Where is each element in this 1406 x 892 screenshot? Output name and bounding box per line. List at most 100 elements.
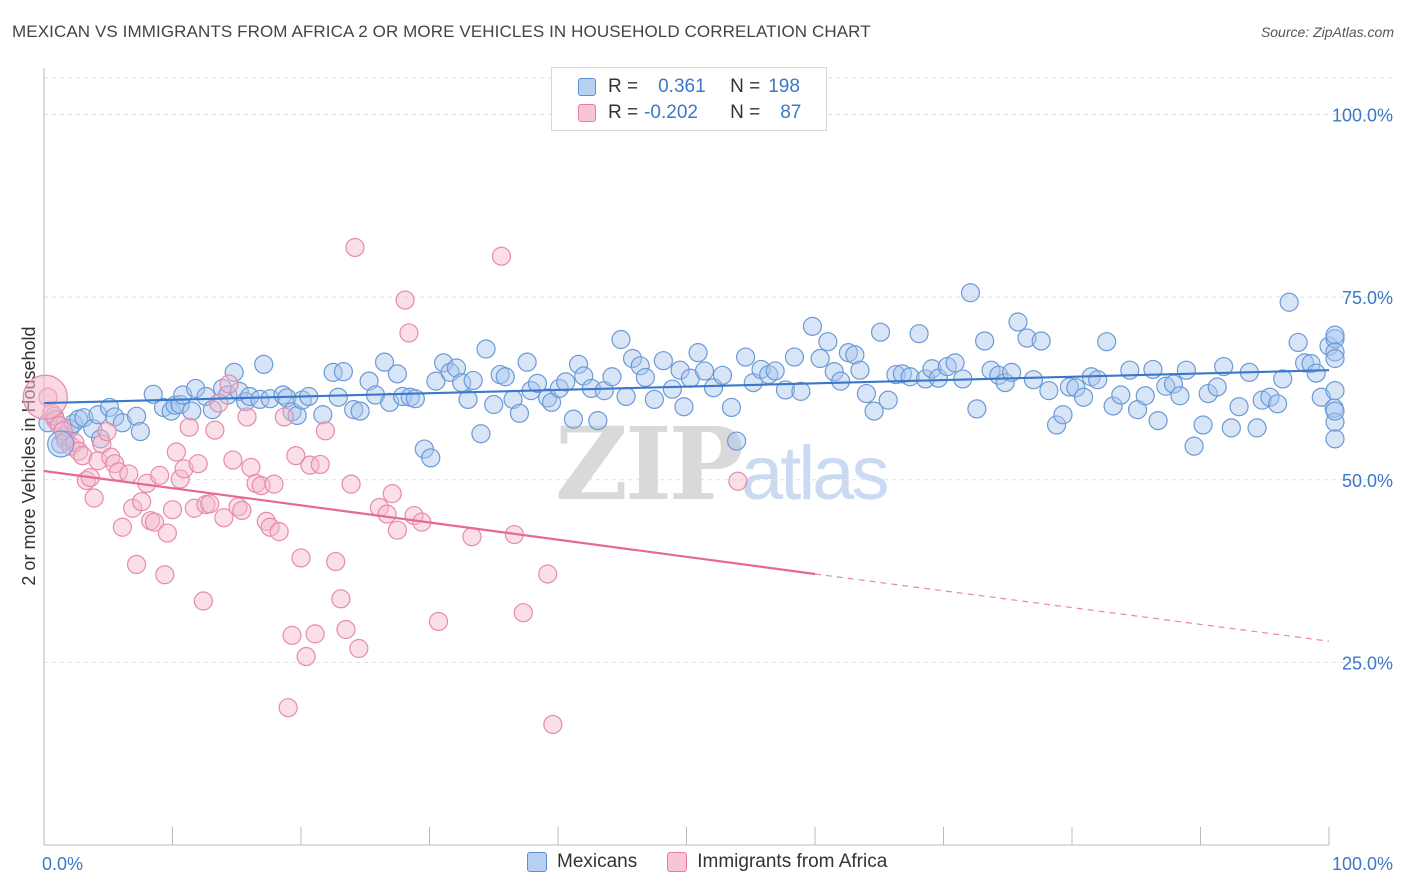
point-africa xyxy=(305,624,325,644)
legend-swatch-blue xyxy=(578,78,596,96)
watermark-atlas: atlas xyxy=(740,431,890,516)
point-mexicans xyxy=(960,283,981,303)
trendline-africa-extrapolated xyxy=(814,573,1330,642)
point-mexicans xyxy=(878,390,898,410)
legend-n-label: N = xyxy=(730,102,761,123)
point-africa xyxy=(223,450,243,470)
point-mexicans xyxy=(426,371,446,391)
point-mexicans xyxy=(47,430,75,458)
point-africa xyxy=(174,459,194,479)
point-africa xyxy=(214,508,234,528)
point-mexicans xyxy=(588,410,608,431)
point-africa xyxy=(278,698,298,718)
point-mexicans xyxy=(344,400,364,420)
point-mexicans xyxy=(736,347,756,367)
point-africa xyxy=(513,603,533,623)
point-mexicans xyxy=(824,362,844,382)
point-mexicans xyxy=(1023,370,1044,390)
point-mexicans xyxy=(328,387,348,407)
point-africa xyxy=(428,611,449,632)
point-mexicans xyxy=(556,372,576,392)
trendline-africa xyxy=(43,469,816,576)
series-legend: Mexicans Immigrants from Africa xyxy=(527,851,917,873)
point-mexicans xyxy=(229,381,249,401)
point-mexicans xyxy=(791,381,811,401)
point-mexicans xyxy=(476,339,496,359)
series-label-africa: Immigrants from Africa xyxy=(697,851,888,872)
point-africa xyxy=(241,457,261,477)
point-africa xyxy=(300,455,320,475)
point-africa xyxy=(219,374,239,394)
point-africa xyxy=(237,407,257,427)
point-mexicans xyxy=(1325,429,1345,449)
point-mexicans xyxy=(1193,415,1213,435)
point-mexicans xyxy=(1252,390,1272,410)
point-mexicans xyxy=(323,362,343,382)
point-africa xyxy=(274,407,294,427)
point-mexicans xyxy=(810,348,830,369)
point-africa xyxy=(491,246,512,266)
point-mexicans xyxy=(458,389,478,410)
point-mexicans xyxy=(870,322,891,342)
legend-r-value: 0.361 xyxy=(658,76,706,97)
point-mexicans xyxy=(945,353,965,373)
point-mexicans xyxy=(1184,436,1204,456)
point-mexicans xyxy=(1306,363,1326,383)
point-mexicans xyxy=(1046,415,1067,435)
point-africa xyxy=(462,527,482,547)
point-africa xyxy=(336,619,356,640)
point-mexicans xyxy=(674,397,694,417)
point-mexicans xyxy=(88,405,108,425)
legend-swatch-pink xyxy=(578,104,596,122)
point-africa xyxy=(296,646,316,667)
point-mexicans xyxy=(463,370,483,391)
point-mexicans xyxy=(622,348,643,369)
point-mexicans xyxy=(602,367,622,387)
point-mexicans xyxy=(1008,312,1028,332)
point-africa xyxy=(166,442,186,462)
point-mexicans xyxy=(818,332,838,352)
point-mexicans xyxy=(1260,387,1280,407)
point-africa xyxy=(170,469,190,489)
point-africa xyxy=(184,498,204,518)
point-mexicans xyxy=(333,362,354,382)
point-africa xyxy=(538,564,558,584)
point-africa xyxy=(326,551,346,572)
point-mexicans xyxy=(1097,332,1117,352)
y-tick-label: 75.0% xyxy=(1342,288,1393,308)
point-mexicans xyxy=(313,405,333,425)
point-mexicans xyxy=(845,345,865,365)
legend-r-label: R = xyxy=(608,102,639,123)
point-mexicans xyxy=(802,316,823,336)
point-mexicans xyxy=(727,431,747,451)
point-mexicans xyxy=(130,421,150,442)
point-mexicans xyxy=(886,364,906,385)
point-mexicans xyxy=(1059,377,1080,397)
point-africa xyxy=(144,512,165,532)
point-mexicans xyxy=(186,378,206,399)
point-mexicans xyxy=(1229,397,1249,417)
point-mexicans xyxy=(1288,332,1308,353)
point-africa xyxy=(200,494,220,514)
point-mexicans xyxy=(1053,405,1073,425)
point-africa xyxy=(132,492,152,512)
point-mexicans xyxy=(1279,292,1299,312)
point-mexicans xyxy=(967,399,987,419)
point-africa xyxy=(193,591,213,611)
point-africa xyxy=(155,565,175,585)
point-africa xyxy=(315,421,336,441)
point-africa xyxy=(119,464,139,484)
point-mexicans xyxy=(1247,418,1267,438)
point-africa xyxy=(331,589,351,609)
point-mexicans xyxy=(644,389,664,410)
point-mexicans xyxy=(864,401,884,421)
point-africa xyxy=(382,484,402,504)
point-africa xyxy=(92,434,112,454)
point-africa xyxy=(310,454,330,475)
point-mexicans xyxy=(509,403,530,423)
legend-r-label: R = xyxy=(608,76,639,97)
point-mexicans xyxy=(421,448,441,468)
legend-n-value: 87 xyxy=(780,102,802,123)
point-mexicans xyxy=(387,364,407,384)
point-mexicans xyxy=(1017,328,1037,348)
